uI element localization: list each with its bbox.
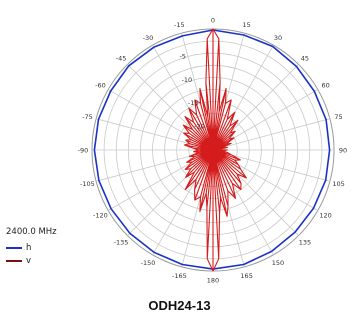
angle-tick-label: 15 [243, 21, 251, 29]
angle-tick-label: 105 [332, 180, 344, 188]
angle-tick-label: -45 [116, 55, 127, 63]
angle-labels: 0 15 30 45 60 75 90 105 120 135 150 165 180 -165 -150 -… [78, 17, 347, 285]
legend-label-h: h [26, 242, 32, 253]
angle-tick-label: 90 [339, 147, 347, 155]
angle-tick-label: 30 [274, 34, 282, 42]
angle-tick-label: 60 [321, 82, 329, 90]
angle-tick-label: 135 [299, 238, 311, 246]
grid-spoke [212, 118, 330, 151]
frequency-label: 2400.0 MHz [6, 227, 57, 237]
legend-item-v: v [6, 254, 57, 267]
angle-tick-label: 180 [207, 277, 219, 285]
angle-tick-label: 45 [301, 55, 309, 63]
angle-tick-label: 165 [240, 272, 252, 280]
series-layer [93, 28, 331, 272]
legend: 2400.0 MHz h v [6, 227, 57, 267]
angle-tick-label: -60 [95, 82, 106, 90]
angle-tick-label: -105 [80, 180, 95, 188]
angle-tick-label: -90 [78, 147, 89, 155]
series-v-trace [182, 28, 247, 272]
angle-tick-label: -150 [141, 259, 156, 267]
radial-tick-label: -5 [179, 52, 185, 60]
angle-tick-label: 120 [319, 212, 331, 220]
angle-tick-label: 150 [272, 259, 284, 267]
radial-tick-label: -15 [188, 99, 199, 107]
legend-swatch-v [6, 259, 22, 262]
radial-labels: -5 -10 -15 -20 [179, 52, 204, 130]
radial-tick-label: -20 [194, 123, 205, 131]
chart-caption: ODH24-13 [148, 298, 211, 313]
angle-tick-label: 0 [211, 17, 215, 25]
legend-label-v: v [26, 255, 32, 266]
angle-tick-label: -30 [143, 34, 154, 42]
angle-tick-label: -120 [93, 212, 108, 220]
angle-tick-label: -135 [114, 238, 129, 246]
angle-tick-label: -15 [174, 21, 185, 29]
angle-tick-label: -165 [172, 272, 187, 280]
angle-tick-label: 75 [334, 113, 342, 121]
radial-tick-label: -10 [182, 76, 193, 84]
angle-tick-label: -75 [82, 113, 93, 121]
legend-swatch-h [6, 246, 22, 249]
legend-item-h: h [6, 241, 57, 254]
